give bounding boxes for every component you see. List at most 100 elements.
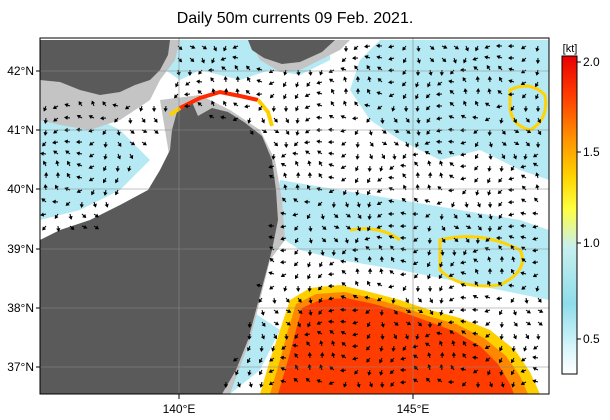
current-arrow-head xyxy=(322,225,327,230)
current-arrow-head xyxy=(364,236,369,241)
current-arrow-head xyxy=(402,346,407,352)
current-arrow-head xyxy=(316,115,320,120)
current-arrow-head xyxy=(88,153,94,158)
current-arrow-head xyxy=(379,268,384,273)
current-arrow-head xyxy=(467,225,472,230)
current-arrow-head xyxy=(365,309,370,314)
current-arrow-head xyxy=(394,141,399,146)
colorbar-unit: [kt] xyxy=(563,43,578,55)
current-arrow-head xyxy=(498,178,503,183)
current-arrow-head xyxy=(258,371,263,376)
current-arrow-head xyxy=(484,345,489,350)
current-arrow-head xyxy=(498,281,503,286)
current-arrow-head xyxy=(460,260,465,265)
current-arrow-head xyxy=(248,383,253,388)
current-arrow-head xyxy=(426,130,431,135)
current-arrow-head xyxy=(427,324,433,328)
current-arrow-head xyxy=(428,71,433,76)
current-arrow-head xyxy=(66,160,71,165)
current-arrow-head xyxy=(246,359,251,364)
current-arrow-head xyxy=(500,383,505,388)
current-arrow-head xyxy=(439,172,444,177)
current-arrow-head xyxy=(185,81,190,86)
current-arrow-head xyxy=(287,308,292,314)
current-arrow-head xyxy=(451,203,456,208)
current-arrow-head xyxy=(43,131,48,136)
current-arrow-head xyxy=(499,268,505,272)
current-arrow-head xyxy=(512,119,518,124)
current-arrow-head xyxy=(340,67,345,72)
current-arrow-head xyxy=(437,150,442,155)
current-arrow-head xyxy=(369,142,374,147)
current-arrow-head xyxy=(439,160,444,165)
current-arrow-head xyxy=(258,359,263,364)
current-arrow-head xyxy=(249,130,254,135)
current-arrow-head xyxy=(304,140,308,145)
current-arrow-head xyxy=(427,352,432,357)
current-arrow-head xyxy=(499,119,504,124)
current-arrow-head xyxy=(367,256,372,260)
current-arrow-head xyxy=(367,371,372,376)
current-arrow-head xyxy=(418,309,424,313)
current-arrow-head xyxy=(269,94,274,99)
lon-tick-140: 140°E xyxy=(163,402,196,416)
current-arrow-head xyxy=(430,45,435,50)
current-arrow-head xyxy=(520,164,525,169)
colorbar-gradient xyxy=(561,55,578,375)
current-arrow-head xyxy=(319,352,325,356)
current-arrow-head xyxy=(535,71,540,76)
current-arrow-head xyxy=(294,226,299,231)
current-arrow-head xyxy=(280,367,285,372)
current-arrow-head xyxy=(393,118,398,123)
current-arrow-head xyxy=(68,215,73,220)
current-arrow-head xyxy=(89,141,94,146)
current-arrow-head xyxy=(354,65,359,70)
current-arrow-head xyxy=(424,151,429,155)
current-arrow-head xyxy=(283,71,288,76)
current-arrow-head xyxy=(460,271,465,276)
current-arrow-head xyxy=(232,357,238,362)
current-arrow-head xyxy=(425,213,430,218)
current-arrow-head xyxy=(187,72,193,76)
current-arrow-head xyxy=(448,285,453,289)
current-arrow-head xyxy=(246,76,251,81)
map-title: Daily 50m currents 09 Feb. 2021. xyxy=(176,10,414,27)
current-arrow-head xyxy=(293,377,298,382)
current-arrow-head xyxy=(88,177,94,182)
current-arrows xyxy=(40,43,544,388)
current-arrow-head xyxy=(512,155,517,160)
current-arrow-head xyxy=(244,104,249,109)
current-arrow-head xyxy=(247,119,252,124)
current-arrow-head xyxy=(415,83,420,88)
current-arrow-head xyxy=(268,271,273,276)
current-arrow-head xyxy=(515,129,520,134)
current-arrow-head xyxy=(366,88,371,93)
current-arrow-head xyxy=(328,189,333,194)
current-arrow-head xyxy=(499,347,504,352)
current-arrow-head xyxy=(474,280,479,286)
current-arrow-head xyxy=(377,177,382,182)
current-arrow-head xyxy=(449,330,454,335)
current-arrow-head xyxy=(535,184,540,189)
current-arrow-head xyxy=(388,80,392,85)
colorbar: [kt] 2.0 1.5 1.0 0.5 xyxy=(561,43,600,375)
current-arrow-head xyxy=(452,59,457,64)
current-arrow-head xyxy=(317,274,322,279)
current-arrow-head xyxy=(275,129,280,133)
current-arrow-head xyxy=(198,70,203,75)
current-arrow-head xyxy=(308,311,313,316)
current-arrow-head xyxy=(43,184,48,188)
current-arrow-head xyxy=(508,79,513,84)
graticule xyxy=(40,38,549,394)
current-arrow-head xyxy=(525,118,530,123)
current-arrow-head xyxy=(261,119,265,124)
current-arrow-head xyxy=(426,118,431,124)
current-arrow-head xyxy=(356,203,361,208)
current-arrow-head xyxy=(268,235,273,240)
current-arrow-head xyxy=(184,103,188,109)
current-arrow-head xyxy=(260,311,265,316)
current-arrow-head xyxy=(520,81,525,86)
current-arrow-head xyxy=(389,165,394,170)
current-arrow-head xyxy=(402,59,407,64)
